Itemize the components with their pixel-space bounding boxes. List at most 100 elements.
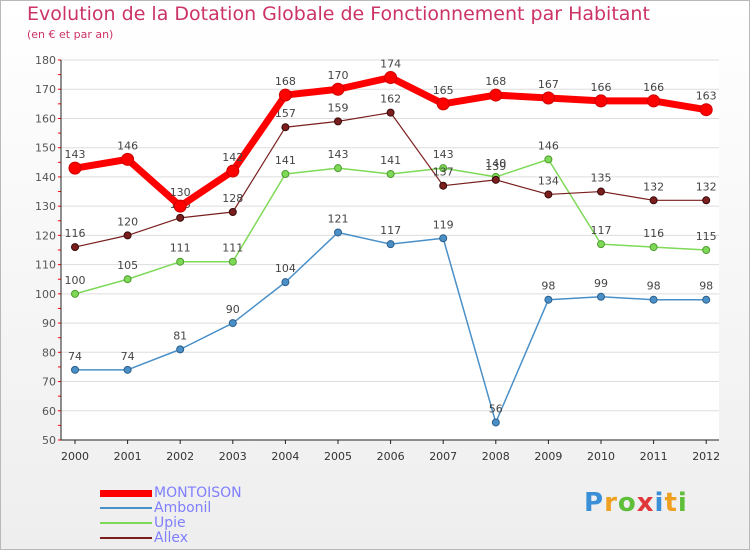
y-tick-label: 130 — [35, 200, 56, 213]
data-point-montoison — [278, 88, 292, 102]
data-label-upie: 143 — [328, 148, 349, 161]
data-label-upie: 146 — [538, 139, 559, 152]
data-point-upie — [176, 257, 185, 266]
brand-logo-text: Proxiti — [584, 488, 688, 518]
y-tick-label: 160 — [35, 112, 56, 125]
brand-letter: o — [617, 488, 637, 518]
data-point-ambonil — [386, 240, 395, 249]
y-tick-label: 70 — [42, 376, 56, 389]
data-point-upie — [544, 155, 553, 164]
x-tick-label: 2000 — [61, 450, 89, 463]
data-point-ambonil — [281, 278, 290, 287]
legend-label-montoison: MONTOISON — [154, 485, 242, 501]
data-point-upie — [281, 170, 290, 178]
data-label-montoison: 168 — [275, 75, 296, 88]
data-label-ambonil: 121 — [328, 212, 349, 225]
data-point-allex — [439, 181, 448, 190]
data-point-montoison — [647, 94, 661, 108]
brand-logo: Proxiti — [584, 488, 688, 518]
x-tick-label: 2007 — [429, 450, 457, 463]
brand-letter: i — [677, 488, 688, 518]
data-label-ambonil: 74 — [68, 350, 82, 363]
data-point-upie — [71, 289, 79, 298]
x-tick-label: 2001 — [114, 450, 142, 463]
data-point-upie — [123, 275, 132, 284]
brand-letter: t — [664, 488, 678, 518]
data-label-upie: 117 — [591, 224, 612, 237]
data-point-allex — [597, 187, 605, 196]
data-point-upie — [649, 243, 658, 252]
data-label-upie: 140 — [485, 157, 506, 170]
data-point-ambonil — [649, 295, 658, 304]
y-tick-label: 140 — [35, 171, 56, 184]
data-label-ambonil: 74 — [121, 350, 135, 363]
y-tick-label: 180 — [35, 54, 56, 67]
legend-swatch-upie — [100, 522, 152, 524]
data-label-upie: 116 — [643, 227, 664, 240]
data-label-montoison: 170 — [328, 69, 349, 82]
plot-area — [61, 60, 719, 440]
data-label-upie: 115 — [696, 230, 717, 243]
data-label-ambonil: 98 — [699, 280, 713, 293]
y-tick-label: 50 — [42, 434, 56, 447]
data-point-ambonil — [597, 292, 605, 301]
data-point-ambonil — [71, 365, 79, 374]
y-tick-label: 60 — [42, 405, 56, 418]
data-point-montoison — [699, 103, 713, 117]
data-label-montoison: 166 — [591, 81, 612, 94]
data-label-montoison: 143 — [65, 148, 86, 161]
y-tick-label: 100 — [35, 288, 56, 301]
data-label-montoison: 130 — [170, 186, 191, 199]
x-tick-label: 2005 — [324, 450, 352, 463]
data-label-allex: 135 — [591, 172, 612, 185]
data-label-upie: 111 — [170, 242, 191, 255]
data-point-allex — [71, 243, 79, 252]
data-label-montoison: 166 — [643, 81, 664, 94]
data-point-allex — [386, 108, 395, 117]
data-label-ambonil: 99 — [594, 277, 608, 290]
legend-swatch-ambonil — [100, 507, 152, 509]
x-tick-label: 2009 — [534, 450, 562, 463]
data-label-allex: 159 — [328, 101, 349, 114]
data-label-ambonil: 81 — [173, 329, 187, 342]
y-tick-label: 150 — [35, 142, 56, 155]
x-tick-label: 2006 — [377, 450, 405, 463]
data-point-upie — [439, 164, 448, 173]
data-label-allex: 132 — [643, 180, 664, 193]
legend-label-upie: Upie — [154, 515, 186, 531]
x-tick-label: 2004 — [271, 450, 299, 463]
x-tick-label: 2008 — [482, 450, 510, 463]
data-point-allex — [281, 123, 290, 132]
data-label-ambonil: 90 — [226, 303, 240, 316]
y-tick-label: 110 — [35, 259, 56, 272]
data-label-allex: 132 — [696, 180, 717, 193]
data-point-allex — [649, 196, 658, 205]
y-tick-label: 90 — [42, 317, 56, 330]
data-point-montoison — [489, 88, 503, 102]
data-label-allex: 134 — [538, 174, 559, 187]
data-point-ambonil — [228, 319, 237, 328]
data-label-upie: 143 — [433, 148, 454, 161]
data-label-montoison: 146 — [117, 139, 138, 152]
data-point-allex — [544, 190, 553, 199]
brand-letter: x — [636, 488, 655, 518]
legend-label-allex: Allex — [154, 530, 189, 546]
data-label-upie: 141 — [275, 154, 296, 167]
data-point-ambonil — [491, 418, 500, 427]
data-point-ambonil — [176, 345, 185, 354]
data-point-ambonil — [334, 228, 342, 237]
data-point-upie — [334, 164, 342, 173]
data-label-allex: 120 — [117, 215, 138, 228]
data-label-allex: 157 — [275, 107, 296, 120]
data-point-allex — [702, 196, 711, 205]
data-point-ambonil — [123, 365, 132, 374]
data-point-montoison — [173, 199, 187, 213]
chart-title: Evolution de la Dotation Globale de Fonc… — [27, 3, 650, 25]
data-label-upie: 141 — [380, 154, 401, 167]
data-point-montoison — [331, 82, 345, 96]
data-label-montoison: 167 — [538, 78, 559, 91]
x-tick-label: 2012 — [692, 450, 720, 463]
data-label-montoison: 168 — [485, 75, 506, 88]
brand-letter: r — [604, 488, 618, 518]
legend-label-ambonil: Ambonil — [154, 500, 212, 516]
